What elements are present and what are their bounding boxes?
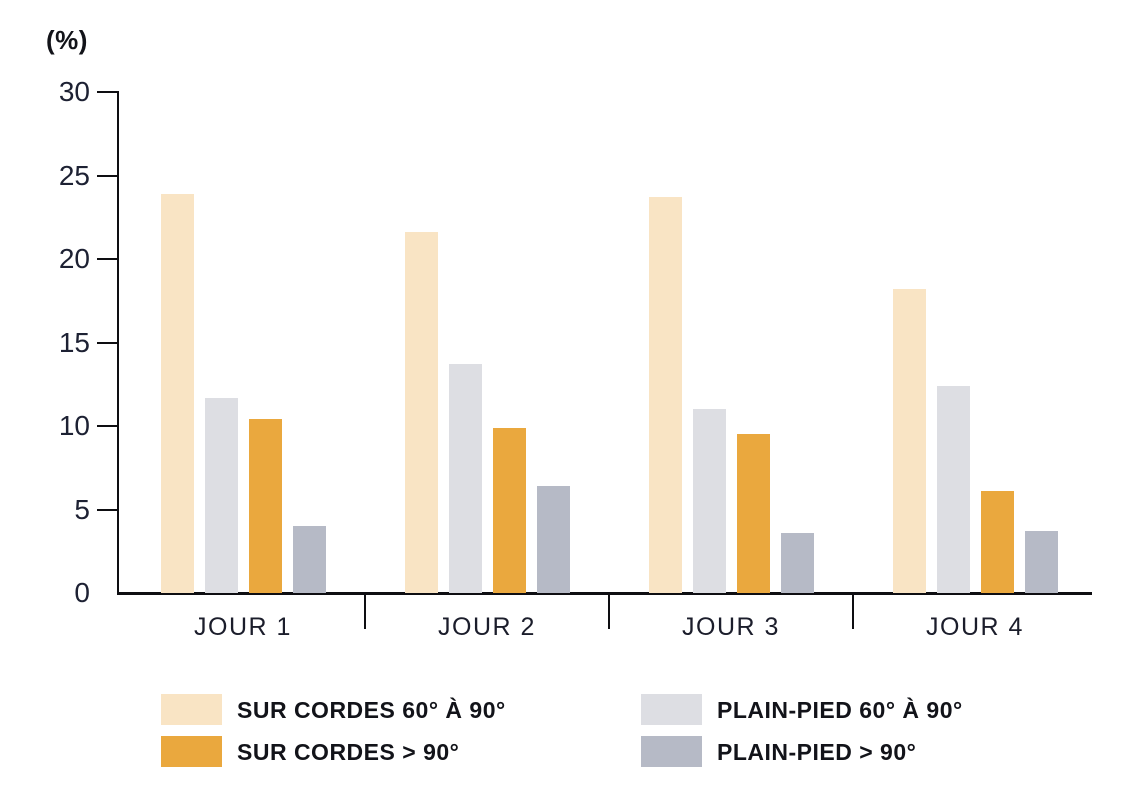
legend-label: PLAIN-PIED 60° À 90° xyxy=(717,697,963,723)
x-axis-group-label: JOUR 1 xyxy=(194,613,292,641)
x-axis-group-label: JOUR 3 xyxy=(682,613,780,641)
y-tick-mark xyxy=(97,174,118,177)
y-tick-label: 30 xyxy=(58,76,90,107)
bar xyxy=(405,232,438,593)
y-tick-label: 5 xyxy=(74,493,90,525)
y-axis-unit-label: (%) xyxy=(46,25,88,55)
bar xyxy=(781,533,814,593)
y-axis-line xyxy=(117,91,119,595)
x-axis-group-label: JOUR 2 xyxy=(438,613,536,641)
bar xyxy=(693,409,726,593)
bar xyxy=(893,289,926,593)
bar xyxy=(1025,531,1058,593)
bar xyxy=(249,419,282,593)
bar xyxy=(937,386,970,593)
bar xyxy=(981,491,1014,593)
x-axis-group-label: JOUR 4 xyxy=(926,613,1024,641)
bar xyxy=(161,194,194,593)
y-tick-label: 20 xyxy=(58,243,90,274)
legend-label: PLAIN-PIED > 90° xyxy=(717,739,917,765)
legend-swatch xyxy=(161,736,222,767)
y-tick-mark xyxy=(97,508,118,511)
y-tick-label: 10 xyxy=(58,410,90,441)
y-tick-mark xyxy=(97,91,118,93)
bar xyxy=(537,486,570,593)
x-axis-line xyxy=(117,592,1092,595)
legend-label: SUR CORDES > 90° xyxy=(237,739,460,765)
y-tick-mark xyxy=(97,425,118,427)
legend-label: SUR CORDES 60° À 90° xyxy=(237,697,506,723)
y-tick-label: 15 xyxy=(58,326,90,358)
bar xyxy=(449,364,482,593)
bar xyxy=(205,398,238,593)
bar xyxy=(649,197,682,593)
y-tick-mark xyxy=(97,341,118,344)
legend-swatch xyxy=(641,694,702,725)
bar xyxy=(737,434,770,593)
legend-swatch xyxy=(641,736,702,767)
y-tick-label: 25 xyxy=(58,159,90,191)
group-separator-tick xyxy=(852,595,854,629)
bar xyxy=(293,526,326,593)
legend-swatch xyxy=(161,694,222,725)
group-separator-tick xyxy=(608,595,610,629)
group-separator-tick xyxy=(364,595,366,629)
y-tick-label: 0 xyxy=(74,577,90,608)
bar xyxy=(493,428,526,593)
y-tick-mark xyxy=(97,258,118,260)
